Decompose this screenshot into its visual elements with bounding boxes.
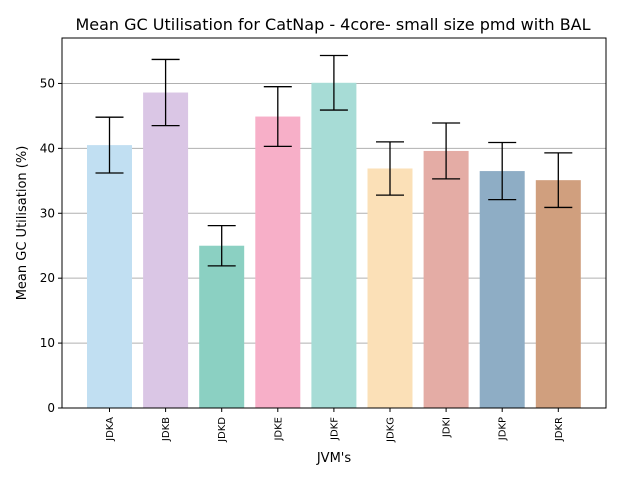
bar-jdkg bbox=[367, 168, 413, 408]
error-bars bbox=[95, 54, 573, 267]
x-tick-label: JDKG bbox=[386, 417, 397, 443]
x-axis-label: JVM's bbox=[316, 451, 352, 466]
bar-jdka bbox=[87, 145, 132, 408]
x-tick-label: JDKI bbox=[442, 417, 453, 438]
x-tick-label: JDKP bbox=[498, 417, 509, 441]
y-tick-label: 30 bbox=[40, 206, 55, 220]
bar-jdkf bbox=[311, 82, 357, 408]
y-tick-label: 40 bbox=[40, 141, 55, 155]
x-tick-label: JDKR bbox=[554, 417, 565, 442]
bar-jdkb bbox=[143, 92, 189, 409]
bar-jdkd bbox=[199, 245, 245, 408]
bar-jdkr bbox=[535, 180, 581, 408]
bar-jdkp bbox=[479, 171, 525, 408]
y-axis-ticks: 0 10 20 30 40 50 bbox=[40, 76, 62, 415]
bar-jdke bbox=[255, 116, 301, 409]
y-tick-label: 10 bbox=[40, 336, 55, 350]
x-tick-label: JDKF bbox=[329, 417, 340, 441]
bars bbox=[87, 82, 581, 409]
x-tick-label: JDKD bbox=[217, 417, 228, 443]
y-tick-label: 50 bbox=[40, 76, 55, 90]
x-axis-ticks: JDKA JDKB JDKD JDKE JDKF JDKG JDKI JDKP JDKR bbox=[105, 408, 565, 443]
x-tick-label: JDKA bbox=[105, 417, 116, 442]
chart-title: Mean GC Utilisation for CatNap - 4core- … bbox=[75, 15, 590, 34]
y-tick-label: 20 bbox=[40, 271, 55, 285]
bar-jdki bbox=[423, 150, 469, 408]
y-axis-label: Mean GC Utilisation (%) bbox=[15, 146, 30, 301]
x-tick-label: JDKB bbox=[161, 417, 172, 442]
y-tick-label: 0 bbox=[47, 401, 55, 415]
x-tick-label: JDKE bbox=[273, 417, 284, 442]
